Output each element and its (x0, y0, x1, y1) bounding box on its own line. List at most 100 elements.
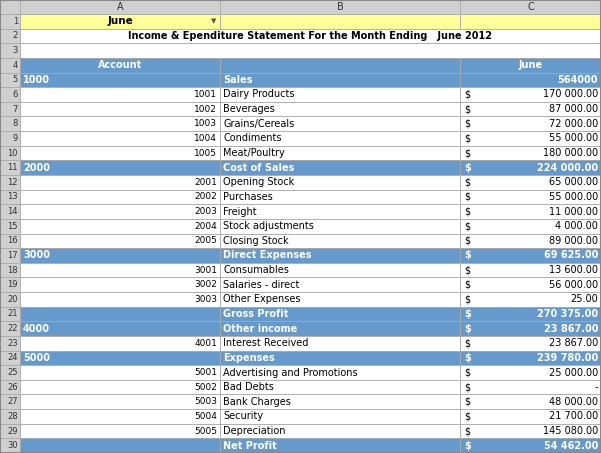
Text: 48 000.00: 48 000.00 (549, 397, 598, 407)
Bar (20, 424, 220, 439)
Bar (20, 72, 220, 87)
Bar (20, 219, 220, 233)
Text: 55 000.00: 55 000.00 (549, 192, 598, 202)
Text: 13: 13 (7, 193, 18, 202)
Bar (460, 233, 601, 248)
Bar (0, 424, 20, 439)
Text: Interest Received: Interest Received (223, 338, 308, 348)
Text: 23 867.00: 23 867.00 (543, 323, 598, 333)
Text: 17: 17 (7, 251, 18, 260)
Text: 2: 2 (13, 31, 18, 40)
Text: ▼: ▼ (210, 18, 216, 24)
Bar (0, 160, 20, 175)
Text: 1005: 1005 (194, 149, 217, 158)
Bar (460, 321, 601, 336)
Text: 5002: 5002 (194, 383, 217, 392)
Text: 9: 9 (13, 134, 18, 143)
Text: $: $ (464, 163, 471, 173)
Text: $: $ (464, 382, 470, 392)
Text: Salaries - direct: Salaries - direct (223, 280, 299, 290)
Text: Stock adjustments: Stock adjustments (223, 221, 314, 231)
Bar (220, 409, 460, 424)
Text: 25: 25 (7, 368, 18, 377)
Text: 2000: 2000 (23, 163, 50, 173)
Bar (20, 365, 220, 380)
Text: 23 867.00: 23 867.00 (549, 338, 598, 348)
Text: $: $ (464, 104, 470, 114)
Text: B: B (337, 2, 343, 12)
Bar (220, 0, 460, 14)
Bar (460, 190, 601, 204)
Text: 20: 20 (7, 295, 18, 304)
Bar (0, 87, 20, 102)
Text: 3001: 3001 (194, 265, 217, 275)
Text: Cost of Sales: Cost of Sales (223, 163, 294, 173)
Bar (0, 263, 20, 277)
Bar (220, 204, 460, 219)
Text: Sales: Sales (223, 75, 252, 85)
Text: Opening Stock: Opening Stock (223, 177, 294, 187)
Bar (0, 204, 20, 219)
Text: 270 375.00: 270 375.00 (537, 309, 598, 319)
Text: $: $ (464, 133, 470, 144)
Bar (0, 277, 20, 292)
Text: 1000: 1000 (23, 75, 50, 85)
Bar (20, 204, 220, 219)
Bar (220, 219, 460, 233)
Text: Beverages: Beverages (223, 104, 275, 114)
Bar (220, 131, 460, 146)
Text: 11: 11 (7, 163, 18, 172)
Bar (220, 87, 460, 102)
Text: Dairy Products: Dairy Products (223, 90, 294, 100)
Bar (220, 14, 460, 29)
Text: 23: 23 (7, 339, 18, 348)
Bar (460, 72, 601, 87)
Bar (460, 146, 601, 160)
Text: Grains/Cereals: Grains/Cereals (223, 119, 294, 129)
Text: C: C (527, 2, 534, 12)
Text: 8: 8 (13, 119, 18, 128)
Bar (460, 292, 601, 307)
Text: Income & Ependiture Statement For the Month Ending   June 2012: Income & Ependiture Statement For the Mo… (129, 31, 492, 41)
Text: Purchases: Purchases (223, 192, 273, 202)
Text: 1001: 1001 (194, 90, 217, 99)
Bar (0, 292, 20, 307)
Bar (0, 72, 20, 87)
Bar (460, 102, 601, 116)
Bar (20, 14, 220, 29)
Bar (0, 43, 20, 58)
Text: Depreciation: Depreciation (223, 426, 285, 436)
Text: 54 462.00: 54 462.00 (544, 441, 598, 451)
Text: 5005: 5005 (194, 427, 217, 435)
Text: 3003: 3003 (194, 295, 217, 304)
Bar (0, 248, 20, 263)
Text: 1003: 1003 (194, 119, 217, 128)
Text: Condiments: Condiments (223, 133, 281, 144)
Bar (220, 424, 460, 439)
Text: 5: 5 (13, 75, 18, 84)
Bar (20, 307, 220, 321)
Text: June: June (107, 16, 133, 26)
Text: Other income: Other income (223, 323, 297, 333)
Text: 3000: 3000 (23, 251, 50, 260)
Text: Closing Stock: Closing Stock (223, 236, 288, 246)
Text: 224 000.00: 224 000.00 (537, 163, 598, 173)
Text: $: $ (464, 251, 471, 260)
Text: 4 000.00: 4 000.00 (555, 221, 598, 231)
Text: Gross Profit: Gross Profit (223, 309, 288, 319)
Text: $: $ (464, 148, 470, 158)
Text: Bad Debts: Bad Debts (223, 382, 274, 392)
Bar (20, 87, 220, 102)
Bar (20, 58, 220, 72)
Text: 5004: 5004 (194, 412, 217, 421)
Text: 21 700.00: 21 700.00 (549, 411, 598, 421)
Text: $: $ (464, 236, 470, 246)
Bar (0, 131, 20, 146)
Text: 29: 29 (7, 427, 18, 435)
Bar (460, 14, 601, 29)
Bar (0, 14, 20, 29)
Bar (220, 365, 460, 380)
Bar (220, 58, 460, 72)
Text: 16: 16 (7, 236, 18, 246)
Text: Advertising and Promotions: Advertising and Promotions (223, 367, 358, 377)
